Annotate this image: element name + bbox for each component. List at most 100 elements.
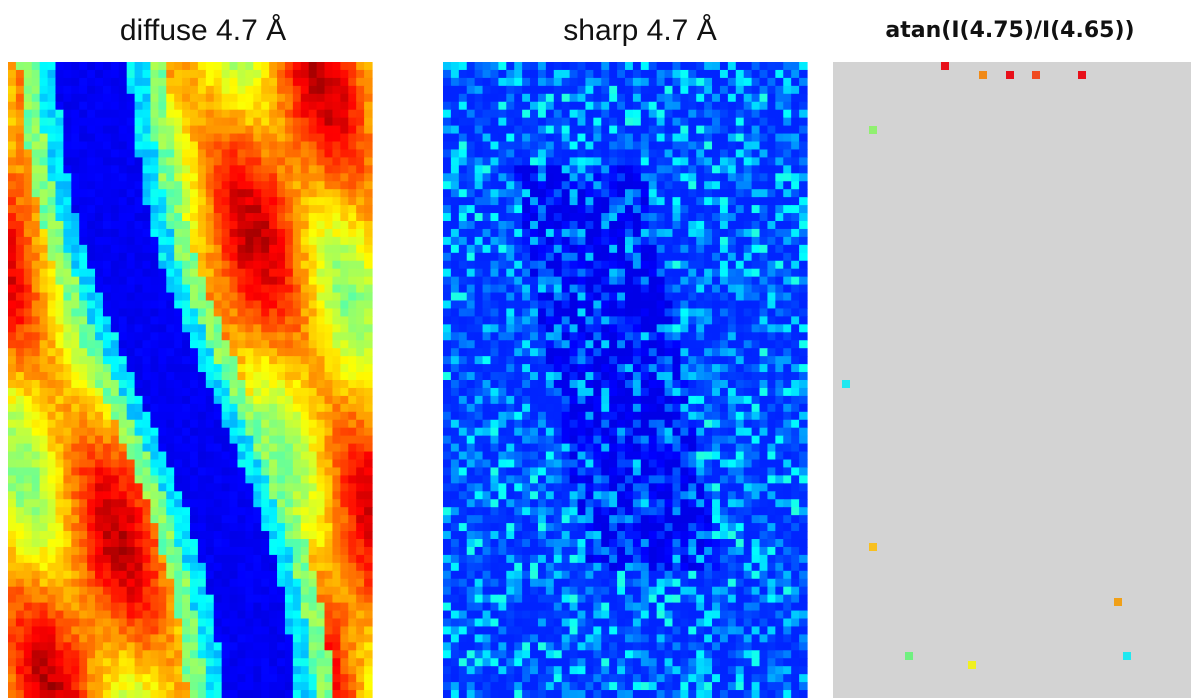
heat-cell [570, 126, 579, 135]
heat-cell [767, 221, 776, 230]
heat-cell [799, 78, 808, 87]
heat-cell [514, 62, 523, 71]
heat-cell [522, 62, 531, 71]
heat-cell [578, 197, 587, 206]
heat-cell [119, 221, 128, 230]
heat-cell [206, 340, 215, 349]
heat-cell [16, 142, 25, 151]
heat-cell [665, 78, 674, 87]
heat-cell [222, 308, 231, 317]
heat-cell [317, 213, 326, 222]
heat-cell [649, 213, 658, 222]
heat-cell [245, 595, 254, 604]
heat-cell [79, 642, 88, 651]
heat-cell [48, 475, 57, 484]
heat-cell [277, 149, 286, 158]
heat-cell [206, 475, 215, 484]
heat-cell [522, 245, 531, 254]
heat-cell [40, 308, 49, 317]
heat-cell [578, 165, 587, 174]
heat-cell [71, 316, 80, 325]
heat-cell [32, 237, 41, 246]
heat-cell [269, 134, 278, 143]
heat-cell [71, 634, 80, 643]
heat-cell [775, 102, 784, 111]
heat-cell [309, 579, 318, 588]
heat-cell [103, 86, 112, 95]
heat-cell [55, 62, 64, 71]
heat-cell [103, 388, 112, 397]
heat-cell [562, 134, 571, 143]
heat-cell [506, 102, 515, 111]
heat-cell [578, 205, 587, 214]
heat-cell [253, 428, 262, 437]
heat-cell [775, 149, 784, 158]
heat-cell [356, 563, 365, 572]
heat-cell [8, 165, 17, 174]
heat-cell [451, 253, 460, 262]
heat-cell [174, 571, 183, 580]
heat-cell [111, 324, 120, 333]
heat-cell [16, 301, 25, 310]
heat-cell [309, 173, 318, 182]
heat-cell [182, 78, 191, 87]
heat-cell [277, 674, 286, 683]
heat-cell [166, 301, 175, 310]
heat-cell [79, 690, 88, 698]
heat-cell [150, 142, 159, 151]
heat-cell [554, 261, 563, 270]
heat-cell [593, 126, 602, 135]
heat-cell [119, 94, 128, 103]
heat-cell [190, 269, 199, 278]
heat-cell [230, 626, 239, 635]
heat-cell [261, 666, 270, 675]
heat-cell [32, 181, 41, 190]
heat-cell [222, 491, 231, 500]
heat-cell [744, 261, 753, 270]
heat-cell [657, 205, 666, 214]
heat-cell [760, 221, 769, 230]
heat-cell [150, 555, 159, 564]
heat-cell [206, 420, 215, 429]
heat-cell [95, 173, 104, 182]
heat-cell [546, 70, 555, 79]
heat-cell [245, 126, 254, 135]
heat-cell [554, 134, 563, 143]
heat-cell [625, 261, 634, 270]
heat-cell [791, 173, 800, 182]
heat-cell [103, 70, 112, 79]
heat-cell [127, 149, 136, 158]
heat-cell [593, 261, 602, 270]
heat-cell [791, 205, 800, 214]
heat-cell [443, 181, 452, 190]
heat-cell [332, 181, 341, 190]
heat-cell [230, 650, 239, 659]
heat-cell [214, 189, 223, 198]
heat-cell [498, 221, 507, 230]
heat-cell [71, 372, 80, 381]
heat-cell [127, 507, 136, 516]
heat-cell [111, 674, 120, 683]
heat-cell [150, 475, 159, 484]
heat-cell [712, 197, 721, 206]
heat-cell [625, 269, 634, 278]
heat-cell [688, 189, 697, 198]
heat-cell [340, 674, 349, 683]
heat-cell [261, 253, 270, 262]
heat-cell [158, 277, 167, 286]
heat-cell [24, 165, 33, 174]
heat-cell [459, 102, 468, 111]
heat-cell [704, 142, 713, 151]
heat-cell [301, 277, 310, 286]
heat-cell [87, 666, 96, 675]
heat-cell [24, 626, 33, 635]
heat-cell [182, 86, 191, 95]
heat-cell [783, 253, 792, 262]
heat-cell [135, 444, 144, 453]
heat-cell [309, 642, 318, 651]
heat-cell [340, 308, 349, 317]
heat-cell [451, 62, 460, 71]
heat-cell [79, 229, 88, 238]
heat-cell [799, 126, 808, 135]
heat-cell [40, 324, 49, 333]
